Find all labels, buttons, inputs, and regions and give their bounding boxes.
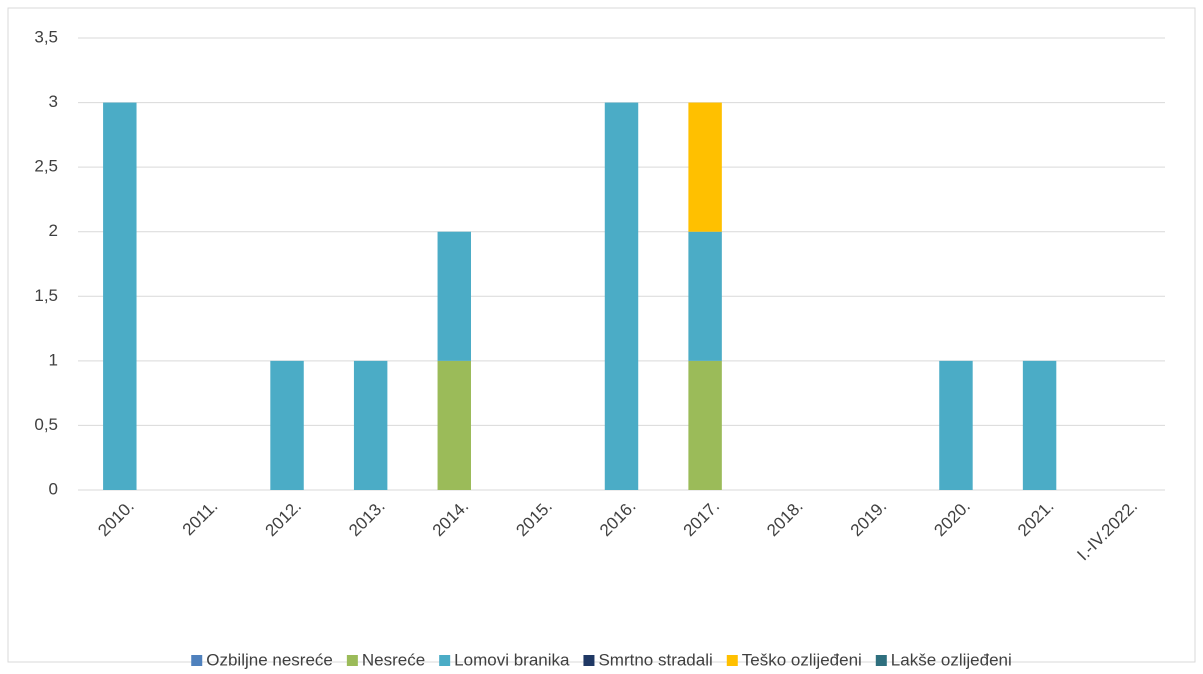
bar-segment (939, 360, 973, 490)
bar-segment (270, 360, 304, 490)
bar-segment (437, 360, 471, 490)
legend-label: Ozbiljne nesreće (206, 650, 333, 669)
y-tick-label: 3,5 (34, 27, 58, 46)
legend-label: Lomovi branika (454, 650, 570, 669)
legend-label: Lakše ozlijeđeni (891, 650, 1012, 669)
legend-swatch (583, 655, 595, 666)
legend-swatch (191, 655, 203, 666)
legend-label: Teško ozlijeđeni (742, 650, 862, 669)
bar-segment (604, 102, 639, 491)
legend-label: Nesreće (362, 650, 425, 669)
bar-segment (437, 231, 471, 361)
y-tick-label: 0 (49, 479, 58, 498)
chart-border (7, 7, 1196, 663)
legend: Ozbiljne nesreće Nesreće Lomovi branika Smr… (191, 650, 1012, 669)
bar-segment (688, 231, 722, 361)
y-tick-label: 1 (49, 350, 58, 369)
y-tick-label: 0,5 (34, 415, 58, 434)
bar-segment (353, 360, 388, 490)
legend-swatch (346, 655, 358, 666)
legend-swatch (875, 655, 887, 666)
y-tick-label: 3 (49, 92, 58, 111)
bar-segment (688, 102, 722, 232)
legend-swatch (726, 655, 738, 666)
bar-segment (1022, 360, 1057, 490)
legend-label: Smrtno stradali (598, 650, 712, 669)
y-tick-label: 2 (49, 221, 58, 240)
bar-segment (103, 102, 137, 491)
y-tick-label: 2,5 (34, 157, 58, 176)
legend-swatch (439, 655, 451, 666)
y-tick-label: 1,5 (34, 286, 58, 305)
bar-segment (688, 360, 722, 490)
